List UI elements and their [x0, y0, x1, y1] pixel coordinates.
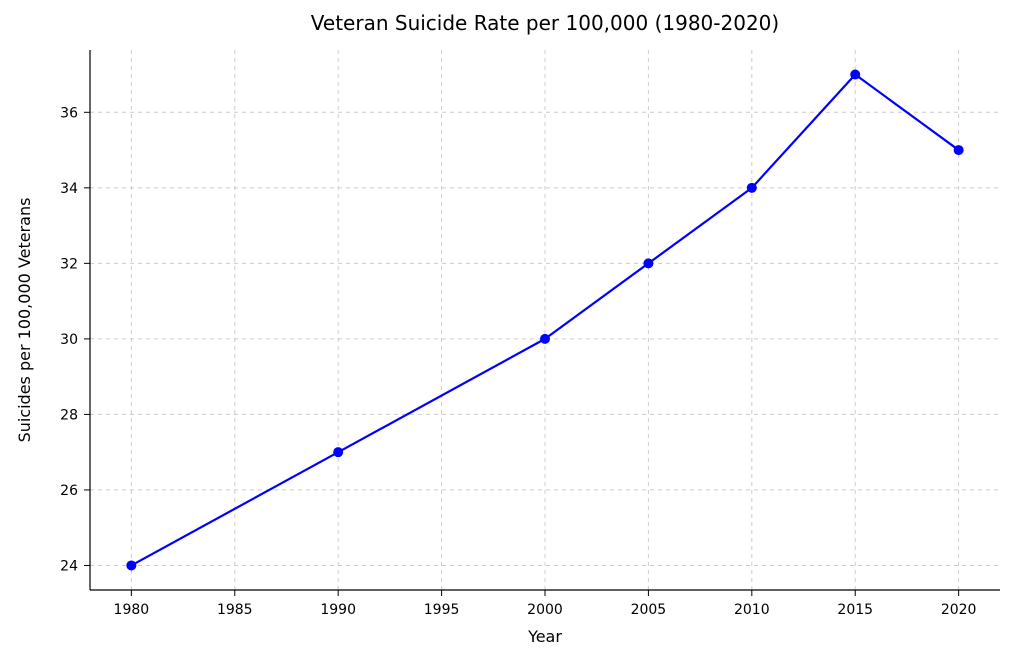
- y-tick-label: 36: [60, 105, 78, 121]
- y-tick-label: 24: [60, 558, 78, 574]
- x-tick-label: 1980: [114, 602, 150, 618]
- x-tick-label: 2000: [527, 602, 563, 618]
- chart-container: 1980 1985 1990 1995 2000 2005 2010 2015 2020 24 26…: [0, 0, 1024, 666]
- y-tick-label: 34: [60, 181, 78, 197]
- x-tick-label: 1995: [424, 602, 460, 618]
- x-tick-label: 1985: [217, 602, 253, 618]
- x-tick-label: 2005: [631, 602, 667, 618]
- data-marker: [850, 70, 860, 80]
- y-tick-label: 30: [60, 332, 78, 348]
- data-marker: [747, 183, 757, 193]
- data-marker: [540, 334, 550, 344]
- x-tick-label: 1990: [320, 602, 356, 618]
- y-tick-label: 26: [60, 483, 78, 499]
- chart-title: Veteran Suicide Rate per 100,000 (1980-2…: [311, 11, 779, 35]
- y-tick-label: 32: [60, 256, 78, 272]
- y-axis-label: Suicides per 100,000 Veterans: [15, 198, 34, 443]
- x-tick-label: 2010: [734, 602, 770, 618]
- y-tick-label: 28: [60, 407, 78, 423]
- data-marker: [126, 560, 136, 570]
- line-chart: 1980 1985 1990 1995 2000 2005 2010 2015 2020 24 26…: [0, 0, 1024, 666]
- data-marker: [333, 447, 343, 457]
- x-axis-label: Year: [527, 627, 562, 646]
- x-tick-label: 2015: [837, 602, 873, 618]
- x-tick-label: 2020: [941, 602, 977, 618]
- data-marker: [954, 145, 964, 155]
- data-marker: [643, 258, 653, 268]
